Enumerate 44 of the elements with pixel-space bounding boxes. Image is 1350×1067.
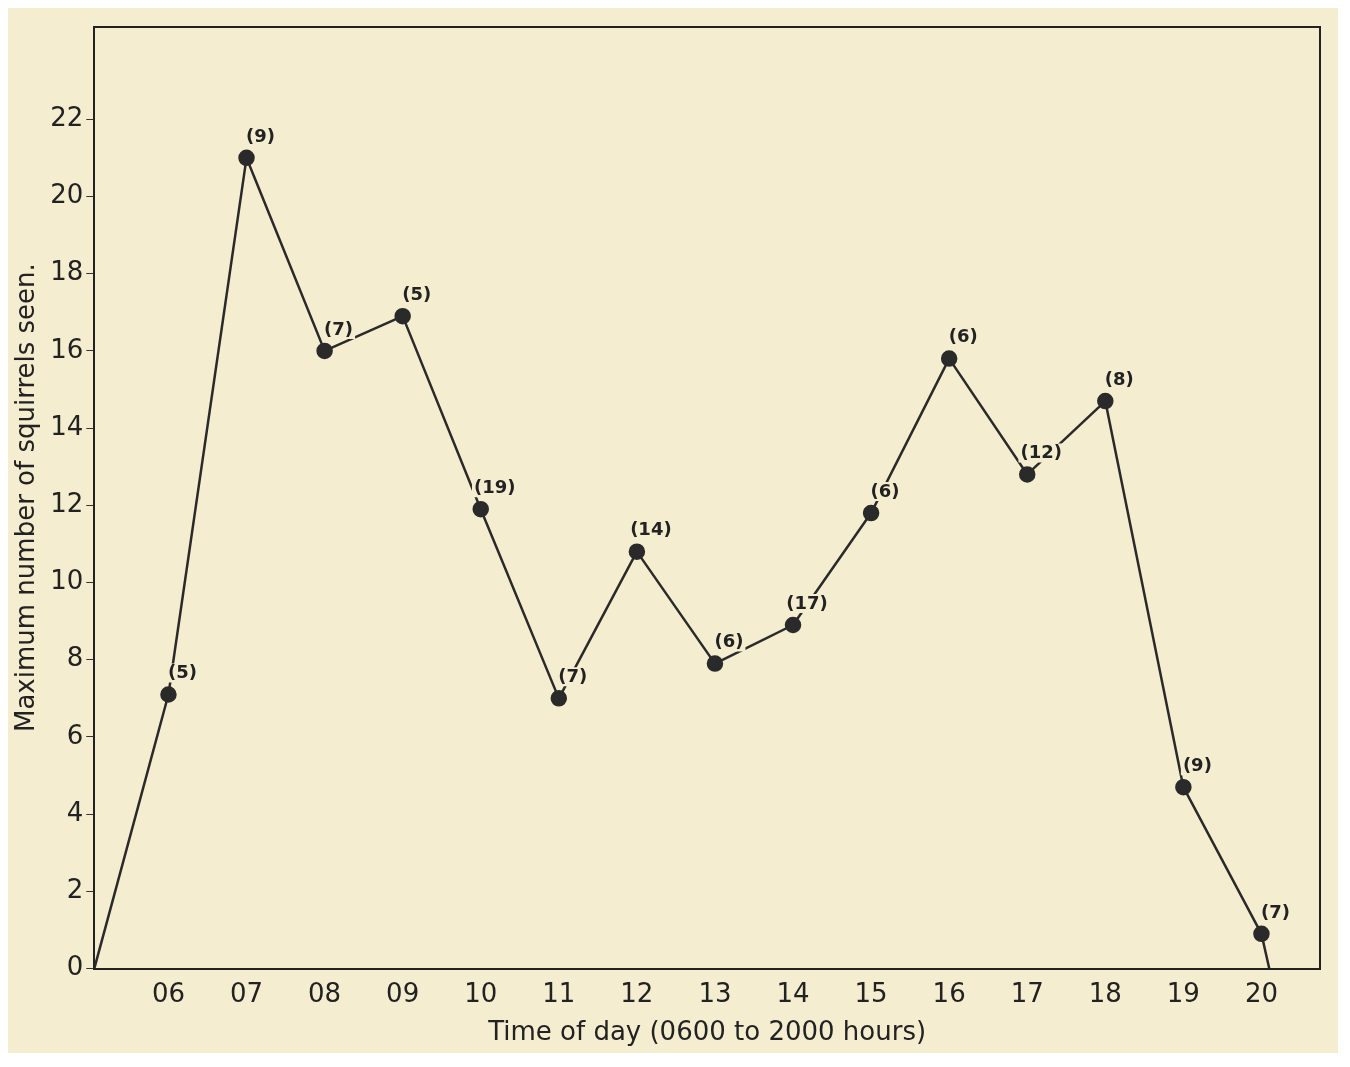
- y-tick-label: 4: [66, 796, 84, 827]
- x-tick-label: 20: [1244, 977, 1278, 1008]
- x-tick-label: 13: [698, 977, 732, 1008]
- annotation: (7): [324, 317, 354, 339]
- y-tick-label: 16: [50, 333, 84, 364]
- annotation: (19): [473, 475, 516, 497]
- y-axis-title: Maximum number of squirrels seen.: [10, 263, 41, 733]
- y-tick-label: 14: [50, 410, 84, 441]
- annotation: (9): [246, 124, 276, 146]
- annotation: (6): [714, 630, 744, 652]
- y-tick-label: 2: [66, 874, 84, 905]
- x-tick-label: 14: [776, 977, 810, 1008]
- annotation: (12): [1020, 441, 1062, 463]
- y-tick-label: 20: [50, 179, 84, 210]
- x-tick-label: 19: [1166, 977, 1200, 1008]
- y-tick-label: 12: [50, 488, 84, 519]
- annotation: (5): [402, 282, 432, 304]
- y-tick-label: 0: [66, 951, 84, 982]
- annotation: (8): [1104, 367, 1134, 389]
- annotation: (17): [786, 591, 828, 613]
- x-tick-label: 18: [1088, 977, 1122, 1008]
- y-tick-label: 10: [50, 565, 84, 596]
- annotation: (14): [630, 518, 672, 540]
- y-tick-label: 8: [66, 642, 84, 673]
- x-tick-label: 11: [542, 977, 576, 1008]
- y-tick-label: 18: [50, 256, 84, 287]
- x-axis-title: Time of day (0600 to 2000 hours): [487, 1016, 927, 1047]
- x-tick-label: 07: [229, 977, 264, 1008]
- annotation: (9): [1182, 753, 1212, 775]
- x-tick-label: 08: [308, 977, 342, 1008]
- annotation: (6): [870, 479, 900, 501]
- x-tick-label: 17: [1010, 977, 1044, 1008]
- x-tick-label: 09: [386, 977, 420, 1008]
- annotation: (5): [167, 661, 197, 683]
- y-tick-label: 6: [66, 719, 84, 750]
- x-tick-label: 15: [854, 977, 888, 1008]
- x-tick-label: 10: [464, 977, 498, 1008]
- annotation: (7): [1260, 900, 1290, 922]
- y-tick-label: 22: [50, 102, 84, 133]
- x-tick-label: 06: [151, 977, 185, 1008]
- x-tick-label: 12: [620, 977, 654, 1008]
- annotation: (7): [558, 665, 588, 687]
- annotation: (6): [948, 325, 978, 347]
- x-tick-label: 16: [932, 977, 966, 1008]
